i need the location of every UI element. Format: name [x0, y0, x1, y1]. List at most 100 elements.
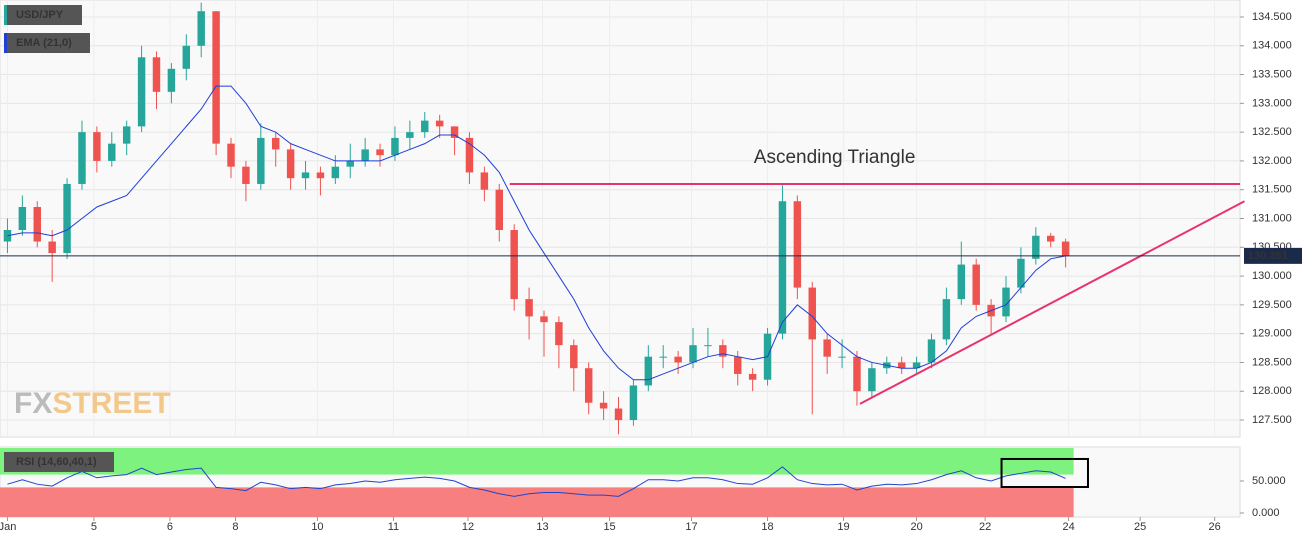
- rsi-box: [1000, 457, 1089, 489]
- x-tick-label: 10: [311, 521, 323, 533]
- candle-body: [1061, 241, 1070, 256]
- rsi-line: [7, 466, 1066, 497]
- candle-body: [108, 143, 116, 161]
- annotation: Ascending Triangle: [754, 147, 916, 168]
- candle-body: [599, 402, 608, 409]
- candle-body: [421, 120, 429, 133]
- candle-body: [182, 45, 191, 69]
- candle-body: [286, 149, 295, 179]
- candle-body: [1017, 258, 1025, 288]
- candle-body: [525, 299, 533, 317]
- y-tick-label: 127.500: [1252, 414, 1292, 426]
- y-tick-label: 134.000: [1252, 40, 1292, 52]
- x-tick-label: 13: [536, 521, 548, 533]
- candle-body: [78, 132, 86, 184]
- candle-body: [450, 126, 459, 138]
- y-tick-label: 132.500: [1252, 126, 1292, 138]
- y-tick-label: 0.000: [1252, 507, 1280, 519]
- price-box: [1244, 247, 1302, 264]
- candle-body: [167, 68, 176, 92]
- x-tick-label: 22: [979, 521, 991, 533]
- candle-body: [122, 126, 131, 144]
- candle-body: [391, 137, 399, 156]
- y-tick-label: 129.000: [1252, 328, 1292, 340]
- y-tick-label: 132.000: [1252, 155, 1292, 167]
- candle-body: [480, 172, 489, 190]
- candle-body: [271, 137, 280, 150]
- candle-body: [227, 143, 235, 167]
- candle-body: [465, 137, 474, 173]
- x-tick-label: 26: [1209, 521, 1221, 533]
- candle-body: [33, 206, 41, 242]
- candle-body: [510, 230, 518, 300]
- candle-body: [570, 345, 578, 369]
- candle-body: [93, 132, 101, 161]
- logo-part: STREET: [52, 387, 170, 420]
- candle-body: [644, 356, 653, 386]
- candle-body: [435, 120, 444, 127]
- x-tick-label: 5: [91, 521, 97, 533]
- y-tick-label: 131.000: [1252, 212, 1292, 224]
- candle-body: [346, 160, 354, 167]
- x-tick-label: 8: [232, 521, 238, 533]
- y-tick-label: 128.000: [1252, 385, 1292, 397]
- candle-body: [838, 356, 846, 358]
- x-tick-label: 11: [388, 521, 399, 533]
- logo: FXSTREET: [14, 387, 171, 420]
- candle-body: [778, 201, 787, 334]
- trend-line: [859, 200, 1245, 405]
- y-tick-label: 50.000: [1252, 475, 1286, 487]
- rsi-label: RSI (14,60,40,1): [16, 456, 97, 468]
- candle-body: [361, 149, 369, 161]
- candle-body: [376, 149, 384, 156]
- label-accent: [4, 5, 7, 25]
- candle-body: [823, 339, 831, 357]
- candle-body: [63, 183, 71, 254]
- candle-body: [584, 368, 593, 403]
- candle-body: [897, 362, 906, 369]
- candle-body: [1032, 235, 1040, 259]
- candle-body: [1046, 235, 1055, 242]
- ema-line: [7, 85, 1066, 381]
- candle-body: [719, 345, 727, 357]
- candle-body: [18, 206, 27, 231]
- logo-part: FX: [14, 387, 52, 420]
- y-tick-label: 131.500: [1252, 184, 1292, 196]
- candle-body: [257, 137, 265, 184]
- candle-body: [927, 339, 936, 363]
- label-accent: [4, 33, 7, 53]
- candle-body: [3, 230, 12, 242]
- candle-body: [242, 166, 250, 184]
- candle-body: [629, 385, 638, 421]
- x-tick-label: 6: [167, 521, 173, 533]
- candle-body: [614, 408, 623, 421]
- x-tick-label: 18: [761, 521, 773, 533]
- candle-body: [674, 356, 682, 363]
- x-tick-label: 19: [837, 521, 849, 533]
- candle-body: [853, 356, 861, 392]
- candle-body: [555, 322, 563, 346]
- label-bg: [4, 33, 90, 53]
- candle-body: [957, 264, 966, 300]
- x-tick-label: 17: [685, 521, 697, 533]
- label-bg: [4, 452, 114, 472]
- candle-body: [137, 57, 146, 127]
- price-label: 130.351: [1248, 250, 1288, 262]
- candle-body: [748, 373, 757, 380]
- x-tick-label: 24: [1062, 521, 1074, 533]
- rsi-lower-zone: [0, 487, 1074, 517]
- x-tick-label: 12: [462, 521, 474, 533]
- indicator-label: EMA (21,0): [16, 37, 72, 49]
- label-bg: [4, 5, 82, 25]
- candle-body: [152, 57, 161, 92]
- y-tick-label: 129.500: [1252, 299, 1292, 311]
- x-tick-label: 20: [910, 521, 922, 533]
- x-tick-label: 15: [603, 521, 615, 533]
- candle-body: [495, 189, 504, 231]
- candle-body: [331, 166, 340, 179]
- candle-body: [972, 264, 980, 305]
- candle-body: [942, 299, 951, 340]
- candle-body: [659, 356, 667, 358]
- candle-body: [301, 172, 310, 179]
